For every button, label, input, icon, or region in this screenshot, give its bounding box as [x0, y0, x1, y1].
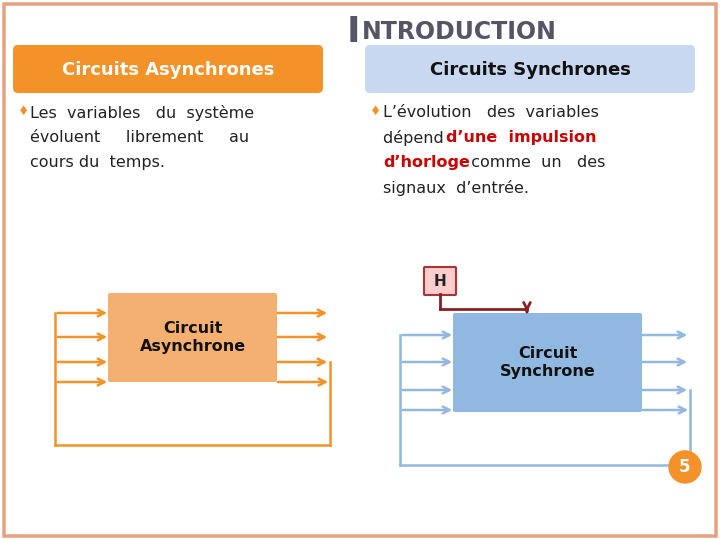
Text: 5: 5 [679, 458, 690, 476]
Text: Les  variables   du  système: Les variables du système [30, 105, 254, 121]
Text: évoluent     librement     au: évoluent librement au [30, 130, 249, 145]
FancyBboxPatch shape [108, 293, 277, 382]
Text: d’une  impulsion: d’une impulsion [446, 130, 596, 145]
FancyBboxPatch shape [424, 267, 456, 295]
Text: Circuits Asynchrones: Circuits Asynchrones [62, 61, 274, 79]
Text: cours du  temps.: cours du temps. [30, 155, 165, 170]
Text: Circuit
Asynchrone: Circuit Asynchrone [140, 321, 246, 354]
Text: Circuits Synchrones: Circuits Synchrones [430, 61, 631, 79]
FancyBboxPatch shape [13, 45, 323, 93]
Text: Circuit
Synchrone: Circuit Synchrone [500, 346, 595, 379]
FancyBboxPatch shape [453, 313, 642, 412]
Text: dépend: dépend [383, 130, 454, 146]
FancyBboxPatch shape [4, 4, 716, 536]
Text: L’évolution   des  variables: L’évolution des variables [383, 105, 599, 120]
Text: NTRODUCTION: NTRODUCTION [362, 20, 557, 44]
Text: H: H [433, 273, 446, 288]
Text: comme  un   des: comme un des [461, 155, 606, 170]
Text: I: I [346, 15, 360, 49]
FancyBboxPatch shape [365, 45, 695, 93]
Text: signaux  d’entrée.: signaux d’entrée. [383, 180, 529, 196]
Text: d’horloge: d’horloge [383, 155, 470, 170]
Text: ♦: ♦ [18, 105, 30, 118]
Text: ♦: ♦ [370, 105, 382, 118]
Circle shape [669, 451, 701, 483]
